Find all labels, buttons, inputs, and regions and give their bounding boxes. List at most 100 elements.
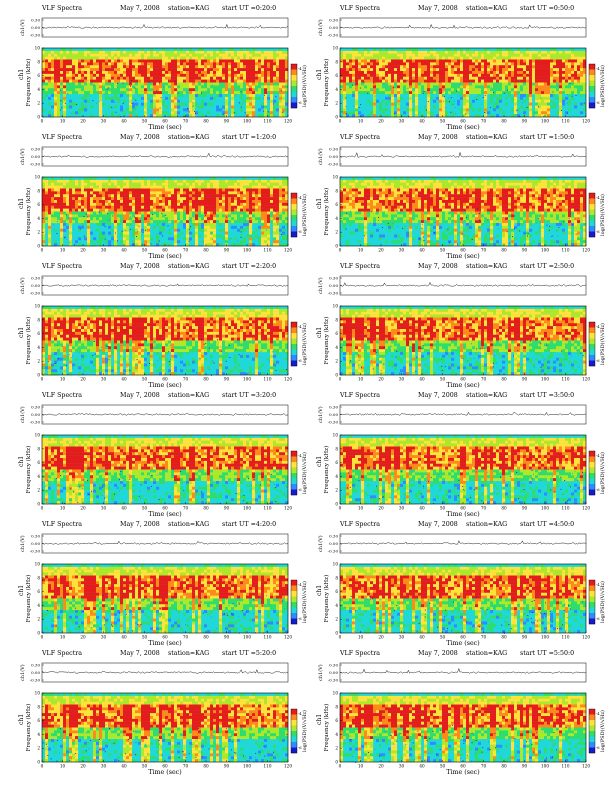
x-tick-label: 60 — [162, 248, 168, 253]
colorbar: -4 -6 log(PSD)(V/√Hz) — [588, 708, 606, 754]
signal-trace — [41, 283, 289, 287]
x-axis-label: Time (sec) — [446, 769, 479, 776]
panel-station: station=KAG — [466, 133, 507, 142]
signal-tick-label: 0.00 — [31, 154, 40, 159]
x-tick-label: 0 — [339, 377, 342, 382]
signal-tick-label: 0.30 — [329, 18, 338, 23]
x-tick-label: 30 — [399, 377, 405, 382]
signal-trace — [339, 151, 587, 158]
panel-station: station=KAG — [168, 262, 209, 271]
y-tick-label: 10 — [333, 175, 339, 180]
colorbar-label: log(PSD)(V/√Hz) — [301, 194, 308, 236]
y-tick-label: 4 — [37, 474, 40, 479]
x-tick-label: 20 — [378, 248, 384, 253]
y-axis-label: Frequency (kHz) — [323, 704, 330, 752]
x-tick-label: 0 — [41, 635, 44, 640]
colorbar-label: log(PSD)(V/√Hz) — [301, 452, 308, 494]
spectrogram-cells — [340, 564, 587, 634]
colorbar: -4 -6 log(PSD)(V/√Hz) — [290, 579, 308, 625]
signal-tick-label: 0.30 — [31, 147, 40, 152]
y-tick-label: 8 — [37, 704, 40, 709]
panel-start-time: start UT =5:20:0 — [222, 649, 276, 658]
x-tick-label: 70 — [183, 764, 189, 769]
y-tick-label: 0 — [37, 760, 40, 765]
x-tick-label: 20 — [80, 764, 86, 769]
signal-tick-label: -0.30 — [328, 549, 339, 554]
x-tick-label: 40 — [121, 764, 127, 769]
x-tick-label: 30 — [101, 764, 107, 769]
channel-label: ch1 — [18, 714, 25, 725]
x-tick-label: 20 — [378, 506, 384, 511]
y-tick-label: 4 — [335, 732, 338, 737]
x-tick-label: 80 — [501, 506, 507, 511]
x-tick-label: 10 — [60, 248, 66, 253]
x-tick-label: 40 — [121, 119, 127, 124]
signal-axis-label: ch1(V) — [317, 19, 324, 36]
x-tick-label: 120 — [284, 506, 292, 511]
x-tick-label: 110 — [264, 506, 272, 511]
x-tick-label: 30 — [101, 248, 107, 253]
x-tick-label: 70 — [481, 119, 487, 124]
x-tick-label: 110 — [562, 635, 570, 640]
x-tick-label: 50 — [440, 635, 446, 640]
x-tick-label: 80 — [501, 764, 507, 769]
colorbar-tick-label: -6 — [596, 230, 600, 234]
panel-start-time: start UT =4:20:0 — [222, 520, 276, 529]
colorbar-label: log(PSD)(V/√Hz) — [599, 452, 606, 494]
x-tick-label: 0 — [41, 506, 44, 511]
panel-station: station=KAG — [466, 4, 507, 13]
panel-date: May 7, 2008 — [120, 4, 160, 13]
x-tick-label: 90 — [224, 248, 230, 253]
spectrogram-cells — [340, 48, 587, 118]
x-tick-label: 20 — [378, 764, 384, 769]
x-tick-label: 60 — [162, 377, 168, 382]
colorbar-tick-label: -4 — [596, 454, 600, 458]
y-tick-label: 8 — [37, 188, 40, 193]
x-tick-label: 120 — [582, 635, 590, 640]
signal-axis-label: ch1(V) — [19, 535, 26, 552]
signal-tick-label: 0.30 — [329, 534, 338, 539]
signal-tick-label: -0.30 — [30, 549, 41, 554]
y-tick-label: 10 — [35, 175, 41, 180]
colorbar-label: log(PSD)(V/√Hz) — [301, 323, 308, 365]
signal-tick-label: 0.30 — [31, 276, 40, 281]
x-tick-label: 90 — [522, 635, 528, 640]
y-tick-label: 0 — [37, 502, 40, 507]
panel-title: VLF Spectra — [42, 262, 82, 271]
panel-start-time: start UT =0:20:0 — [222, 4, 276, 13]
spectrogram-panel: VLF Spectra May 7, 2008 station=KAG start U… — [8, 133, 308, 260]
y-tick-label: 4 — [335, 603, 338, 608]
y-tick-label: 2 — [335, 617, 338, 622]
x-tick-label: 110 — [264, 119, 272, 124]
signal-trace — [41, 152, 289, 158]
signal-axis-label: ch1(V) — [19, 406, 26, 423]
x-tick-label: 70 — [481, 377, 487, 382]
panel-header: VLF Spectra May 7, 2008 station=KAG start U… — [340, 262, 602, 271]
x-tick-label: 80 — [203, 764, 209, 769]
spectrogram-cells — [42, 564, 289, 634]
y-tick-label: 2 — [37, 617, 40, 622]
x-tick-label: 30 — [399, 248, 405, 253]
colorbar-tick-label: -4 — [596, 196, 600, 200]
spectrogram-cells — [42, 306, 289, 376]
colorbar-tick-label: -4 — [596, 583, 600, 587]
signal-axis-label: ch1(V) — [317, 406, 324, 423]
y-tick-label: 0 — [335, 760, 338, 765]
x-tick-label: 70 — [183, 377, 189, 382]
signal-tick-label: -0.30 — [30, 33, 41, 38]
x-tick-label: 10 — [358, 377, 364, 382]
y-tick-label: 2 — [37, 101, 40, 106]
signal-trace — [41, 23, 289, 29]
signal-tick-label: 0.30 — [31, 405, 40, 410]
spectrogram-cells — [340, 306, 587, 376]
panel-date: May 7, 2008 — [120, 520, 160, 529]
x-tick-label: 110 — [562, 248, 570, 253]
y-tick-label: 8 — [335, 704, 338, 709]
